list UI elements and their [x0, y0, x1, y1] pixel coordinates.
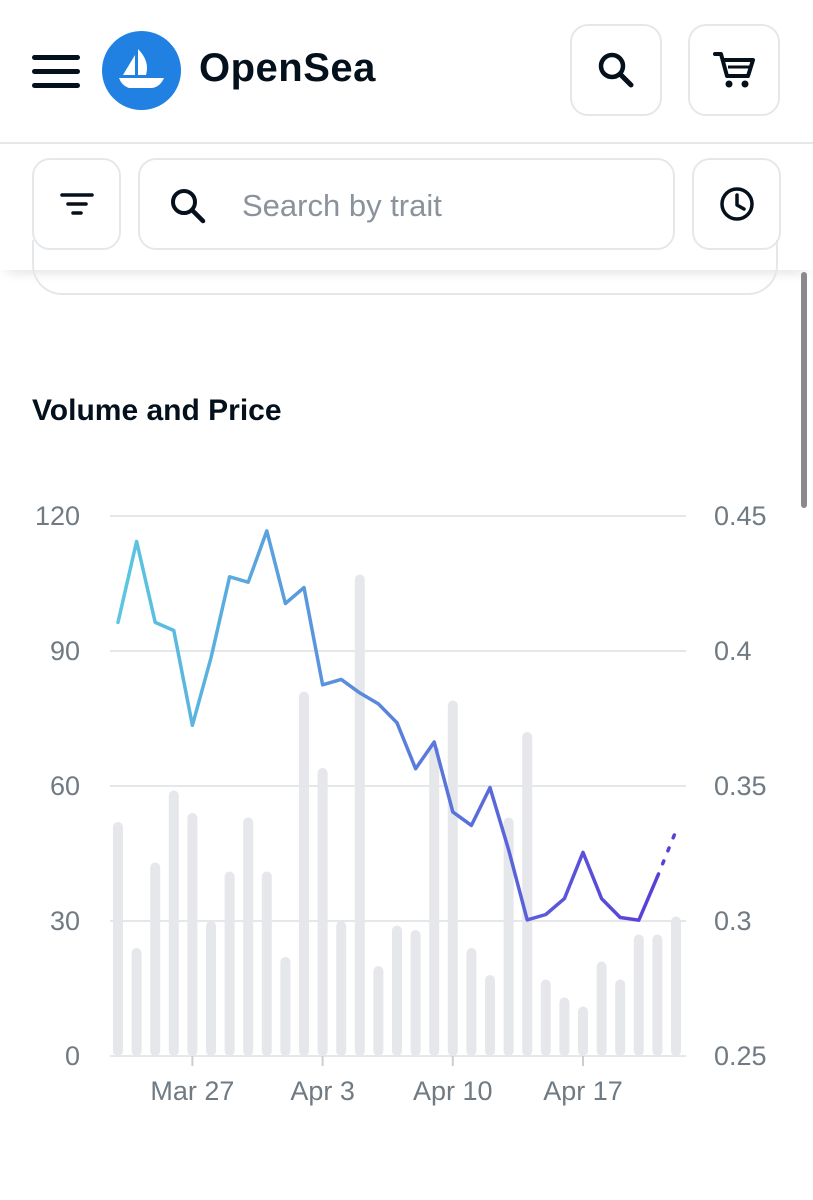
- volume-bar: [354, 574, 365, 1056]
- volume-bar: [150, 862, 161, 1056]
- volume-bar: [243, 817, 254, 1056]
- price-projection-line: [655, 829, 678, 879]
- volume-bar: [336, 921, 347, 1056]
- volume-bar: [187, 813, 198, 1056]
- volume-bar: [113, 822, 123, 1056]
- left-axis-tick-label: 120: [35, 501, 80, 531]
- volume-bar: [317, 768, 328, 1056]
- volume-bar: [615, 979, 626, 1056]
- x-axis-tick-label: Apr 10: [413, 1076, 493, 1106]
- volume-bar: [559, 997, 570, 1056]
- search-icon: [598, 52, 634, 88]
- cart-button[interactable]: [688, 24, 780, 116]
- volume-bar: [540, 979, 551, 1056]
- trait-search-input[interactable]: [240, 180, 644, 232]
- right-axis-tick-label: 0.4: [714, 636, 752, 666]
- x-axis-tick-label: Mar 27: [150, 1076, 234, 1106]
- x-axis-tick-label: Apr 3: [290, 1076, 355, 1106]
- scrollbar[interactable]: [801, 272, 807, 508]
- cart-icon: [713, 52, 755, 88]
- volume-bar: [168, 790, 179, 1056]
- left-axis-tick-label: 30: [50, 906, 80, 936]
- left-axis-tick-label: 60: [50, 771, 80, 801]
- volume-bar: [280, 957, 291, 1056]
- volume-bar: [578, 1006, 588, 1056]
- volume-bar: [206, 921, 216, 1056]
- volume-bar: [485, 975, 495, 1056]
- filter-toolbar: [0, 144, 813, 270]
- right-axis-tick-label: 0.35: [714, 771, 767, 801]
- volume-bar: [522, 732, 533, 1056]
- volume-bar: [131, 948, 142, 1056]
- volume-bar: [652, 934, 663, 1056]
- volume-bar: [373, 966, 384, 1056]
- volume-bar: [671, 916, 681, 1056]
- clock-icon: [719, 187, 754, 221]
- trait-search-box[interactable]: [138, 158, 675, 250]
- search-button[interactable]: [570, 24, 662, 116]
- volume-bar: [224, 871, 235, 1056]
- volume-bar: [466, 948, 477, 1056]
- history-button[interactable]: [692, 158, 781, 250]
- volume-bar: [392, 925, 402, 1056]
- filter-button[interactable]: [32, 158, 121, 250]
- left-axis-tick-label: 0: [65, 1041, 80, 1071]
- volume-bar: [503, 817, 514, 1056]
- right-axis-tick-label: 0.45: [714, 501, 767, 531]
- right-axis-tick-label: 0.25: [714, 1041, 767, 1071]
- previous-card-edge: [32, 240, 778, 295]
- sailboat-logo-icon[interactable]: [102, 31, 181, 110]
- volume-price-chart: 120 90 60 30 0 0.45 0.4 0.35 0.3 0.25 Mar 27 Apr …: [35, 501, 767, 1106]
- section-title: Volume and Price: [32, 394, 282, 427]
- price-line: [116, 529, 660, 922]
- filter-icon: [59, 193, 94, 215]
- volume-bar: [447, 700, 458, 1056]
- volume-bar: [596, 961, 607, 1056]
- right-axis-tick-label: 0.3: [714, 906, 752, 936]
- search-icon: [171, 189, 206, 224]
- top-navigation-bar: OpenSea: [0, 0, 813, 144]
- volume-bar: [633, 934, 644, 1056]
- volume-bar: [410, 930, 421, 1056]
- x-axis-tick-label: Apr 17: [543, 1076, 623, 1106]
- volume-bar: [299, 691, 309, 1056]
- left-axis-tick-label: 90: [50, 636, 80, 666]
- brand-name[interactable]: OpenSea: [199, 46, 376, 90]
- hamburger-menu-icon[interactable]: [32, 55, 80, 89]
- volume-bar: [261, 871, 272, 1056]
- volume-bar: [429, 745, 440, 1056]
